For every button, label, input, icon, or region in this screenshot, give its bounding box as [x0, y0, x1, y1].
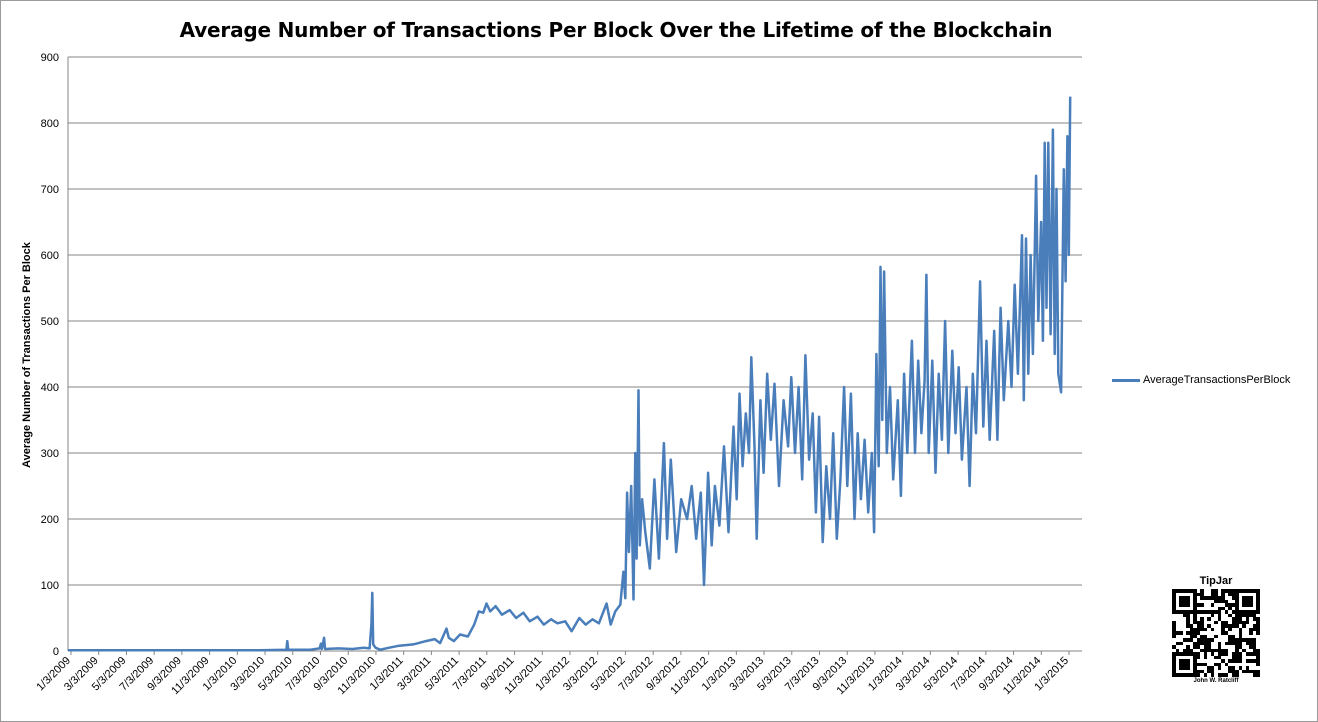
legend: AverageTransactionsPerBlock: [1112, 374, 1290, 386]
tipjar-title: TipJar: [1199, 575, 1233, 587]
chart-title: Average Number of Transactions Per Block…: [179, 18, 1053, 42]
y-tick-label: 0: [53, 646, 59, 658]
y-tick-label: 300: [41, 448, 59, 460]
series-line: [68, 96, 1072, 652]
legend-label: AverageTransactionsPerBlock: [1143, 374, 1291, 386]
qr-code: [1172, 589, 1260, 677]
y-tick-label: 100: [41, 580, 59, 592]
tipjar-author: John W. Ratcliff: [1193, 678, 1239, 684]
y-tick-label: 700: [41, 184, 59, 196]
y-tick-label: 200: [41, 514, 59, 526]
y-tick-label: 800: [41, 118, 59, 130]
y-tick-label: 600: [41, 250, 59, 262]
y-tick-label: 400: [41, 382, 59, 394]
y-tick-label: 500: [41, 316, 59, 328]
y-tick-label: 900: [41, 52, 59, 64]
tipjar: TipJar John W. Ratcliff: [1170, 575, 1262, 684]
legend-swatch: [1112, 378, 1140, 382]
